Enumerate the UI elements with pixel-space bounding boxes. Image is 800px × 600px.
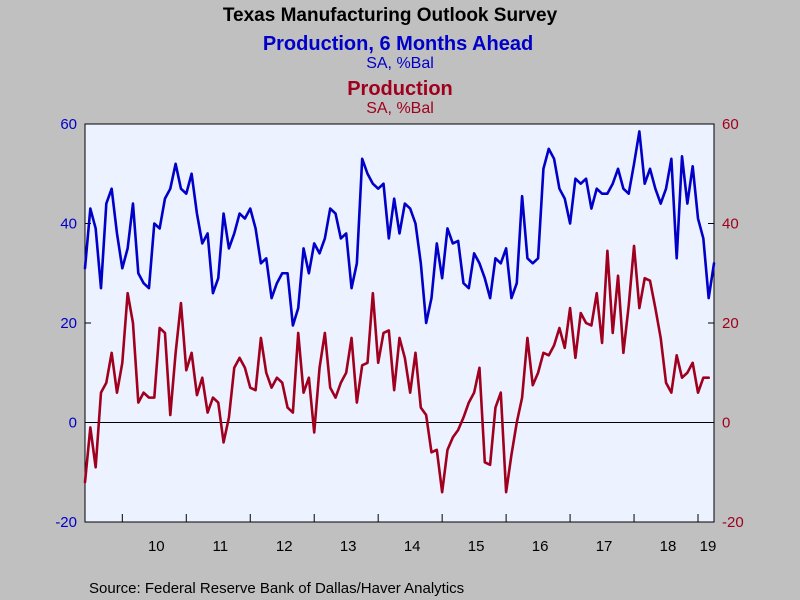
x-tick-label: 18	[660, 538, 677, 555]
series-line-production	[83, 244, 710, 494]
x-tick-label: 14	[404, 538, 421, 555]
x-tick-label: 17	[596, 538, 613, 555]
y-left-tick-label: -20	[55, 514, 77, 531]
x-tick-label: 19	[700, 538, 717, 555]
y-right-tick-label: 0	[722, 415, 730, 432]
x-tick-label: 15	[468, 538, 485, 555]
series2-unit: SA, %Bal	[366, 100, 434, 117]
y-left-tick-label: 60	[60, 116, 77, 133]
y-right-tick-label: 40	[722, 216, 739, 233]
series-line-production-6-months-ahead	[83, 130, 716, 327]
x-tick-label: 11	[212, 538, 228, 555]
y-right-tick-label: 60	[722, 116, 739, 133]
x-tick-label: 10	[148, 538, 165, 555]
series2-title: Production	[347, 78, 453, 100]
y-left-tick-label: 40	[60, 216, 77, 233]
y-right-tick-label: 20	[722, 315, 739, 332]
chart-title: Texas Manufacturing Outlook Survey	[223, 5, 558, 26]
x-tick-label: 16	[532, 538, 549, 555]
source-note: Source: Federal Reserve Bank of Dallas/H…	[89, 580, 464, 597]
x-tick-label: 12	[276, 538, 293, 555]
series1-unit: SA, %Bal	[366, 55, 434, 72]
y-right-tick-label: -20	[722, 514, 744, 531]
y-left-tick-label: 20	[60, 315, 77, 332]
y-left-tick-label: 0	[69, 415, 77, 432]
x-tick-label: 13	[340, 538, 357, 555]
series1-title: Production, 6 Months Ahead	[263, 33, 533, 55]
